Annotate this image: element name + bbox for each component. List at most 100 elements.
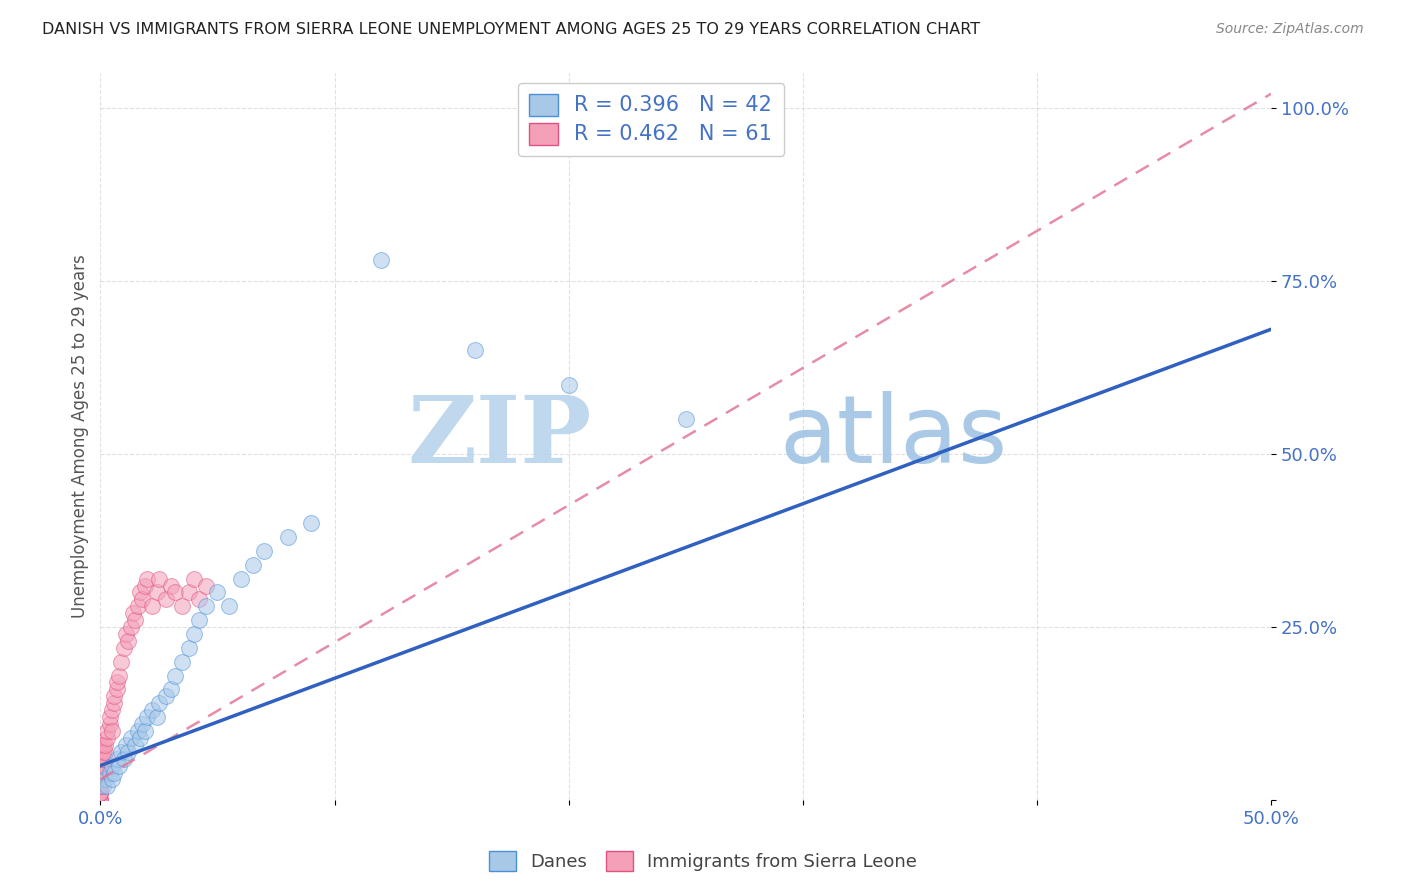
Point — [96, 731, 118, 745]
Point — [148, 572, 170, 586]
Point — [124, 738, 146, 752]
Point — [91, 738, 114, 752]
Point — [105, 752, 128, 766]
Point — [94, 738, 117, 752]
Point — [253, 544, 276, 558]
Legend: R = 0.396   N = 42, R = 0.462   N = 61: R = 0.396 N = 42, R = 0.462 N = 61 — [517, 83, 783, 156]
Point — [165, 668, 187, 682]
Point — [91, 758, 114, 772]
Point — [91, 745, 114, 759]
Point — [94, 752, 117, 766]
Point — [108, 668, 131, 682]
Point — [89, 745, 111, 759]
Point — [557, 377, 579, 392]
Point — [112, 640, 135, 655]
Point — [120, 620, 142, 634]
Point — [299, 516, 322, 531]
Point — [229, 572, 252, 586]
Point — [94, 772, 117, 787]
Point — [89, 738, 111, 752]
Point — [370, 252, 392, 267]
Point — [464, 343, 486, 357]
Point — [117, 634, 139, 648]
Point — [101, 758, 124, 772]
Point — [89, 793, 111, 807]
Point — [134, 578, 156, 592]
Point — [108, 758, 131, 772]
Point — [183, 572, 205, 586]
Point — [89, 780, 111, 794]
Point — [120, 731, 142, 745]
Point — [89, 793, 111, 807]
Point — [179, 640, 201, 655]
Point — [91, 780, 114, 794]
Point — [134, 723, 156, 738]
Point — [89, 765, 111, 780]
Point — [155, 690, 177, 704]
Point — [105, 682, 128, 697]
Point — [159, 682, 181, 697]
Text: atlas: atlas — [779, 391, 1008, 483]
Point — [242, 558, 264, 572]
Point — [187, 613, 209, 627]
Point — [218, 599, 240, 614]
Point — [101, 703, 124, 717]
Point — [141, 703, 163, 717]
Point — [89, 786, 111, 800]
Point — [277, 530, 299, 544]
Point — [101, 772, 124, 787]
Point — [194, 599, 217, 614]
Point — [172, 655, 194, 669]
Point — [96, 723, 118, 738]
Point — [115, 627, 138, 641]
Point — [103, 765, 125, 780]
Point — [129, 731, 152, 745]
Point — [131, 717, 153, 731]
Point — [179, 585, 201, 599]
Point — [110, 745, 132, 759]
Point — [89, 772, 111, 787]
Legend: Danes, Immigrants from Sierra Leone: Danes, Immigrants from Sierra Leone — [482, 844, 924, 879]
Point — [131, 592, 153, 607]
Y-axis label: Unemployment Among Ages 25 to 29 years: Unemployment Among Ages 25 to 29 years — [72, 255, 89, 618]
Point — [165, 585, 187, 599]
Point — [159, 578, 181, 592]
Point — [89, 786, 111, 800]
Point — [89, 758, 111, 772]
Point — [98, 717, 121, 731]
Point — [172, 599, 194, 614]
Point — [89, 786, 111, 800]
Point — [112, 752, 135, 766]
Point — [155, 592, 177, 607]
Point — [89, 793, 111, 807]
Point — [675, 412, 697, 426]
Point — [145, 710, 167, 724]
Point — [105, 675, 128, 690]
Point — [89, 793, 111, 807]
Point — [96, 780, 118, 794]
Point — [127, 723, 149, 738]
Point — [94, 745, 117, 759]
Point — [127, 599, 149, 614]
Point — [91, 752, 114, 766]
Text: Source: ZipAtlas.com: Source: ZipAtlas.com — [1216, 22, 1364, 37]
Point — [124, 613, 146, 627]
Point — [101, 723, 124, 738]
Point — [148, 696, 170, 710]
Point — [183, 627, 205, 641]
Point — [129, 585, 152, 599]
Point — [89, 780, 111, 794]
Point — [103, 696, 125, 710]
Point — [207, 585, 229, 599]
Point — [89, 765, 111, 780]
Point — [89, 752, 111, 766]
Point — [89, 745, 111, 759]
Point — [136, 710, 159, 724]
Text: ZIP: ZIP — [408, 392, 592, 482]
Point — [110, 655, 132, 669]
Point — [122, 606, 145, 620]
Point — [187, 592, 209, 607]
Point — [145, 585, 167, 599]
Point — [115, 738, 138, 752]
Point — [89, 752, 111, 766]
